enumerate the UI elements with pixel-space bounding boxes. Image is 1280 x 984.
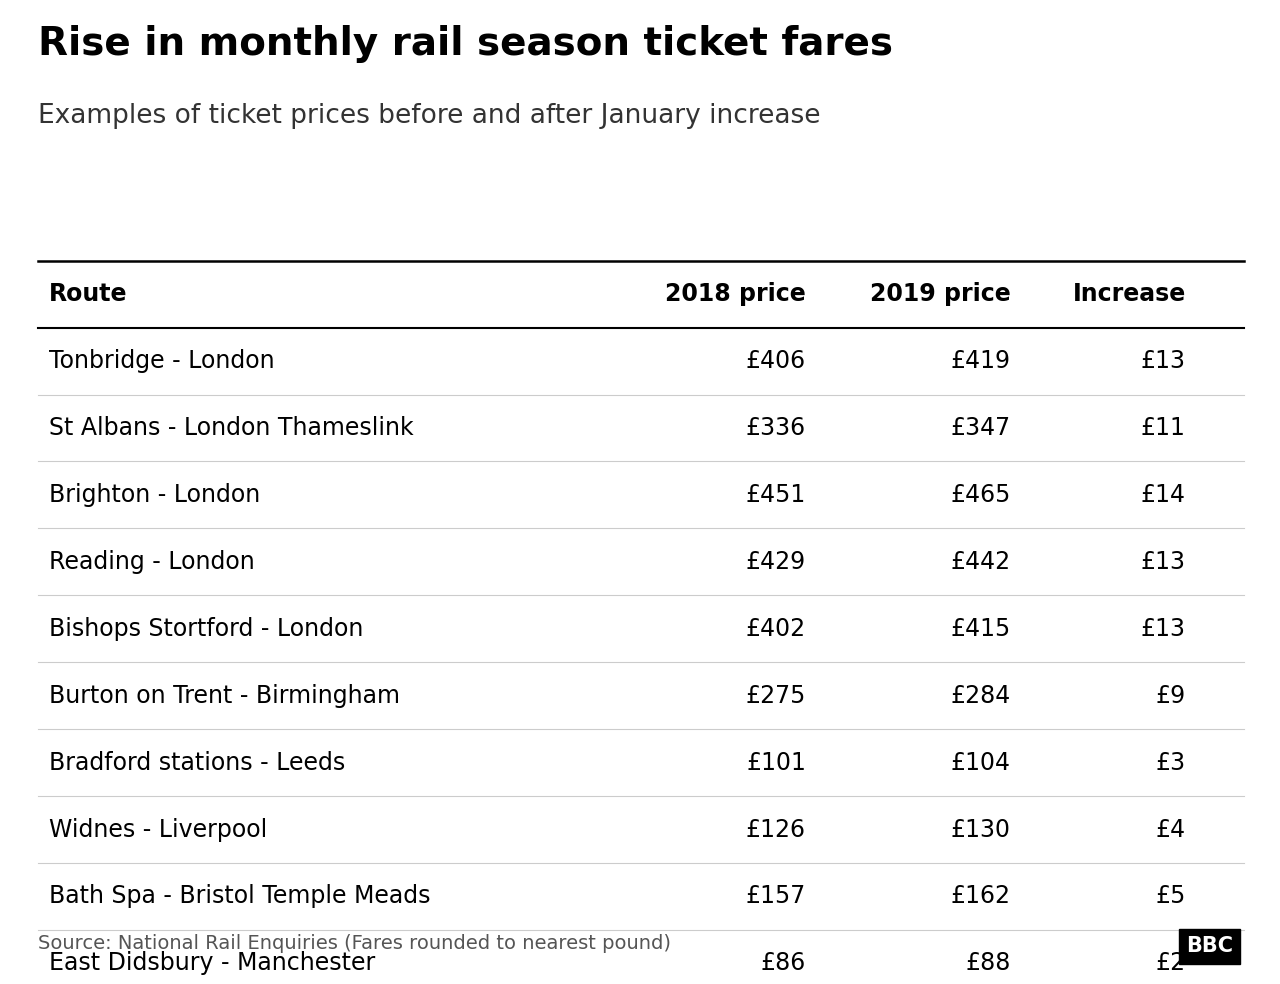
- Text: £402: £402: [746, 617, 806, 641]
- Text: £88: £88: [965, 952, 1011, 975]
- Text: BBC: BBC: [1187, 937, 1233, 956]
- Text: Route: Route: [49, 282, 127, 306]
- Text: £14: £14: [1140, 483, 1185, 507]
- Text: £130: £130: [951, 818, 1011, 841]
- Text: £157: £157: [746, 885, 806, 908]
- Text: £465: £465: [951, 483, 1011, 507]
- Text: £5: £5: [1156, 885, 1185, 908]
- Text: £13: £13: [1140, 349, 1185, 373]
- Text: £451: £451: [746, 483, 806, 507]
- Text: £101: £101: [746, 751, 806, 774]
- Text: Bradford stations - Leeds: Bradford stations - Leeds: [49, 751, 344, 774]
- Text: 2019 price: 2019 price: [870, 282, 1011, 306]
- Text: Bishops Stortford - London: Bishops Stortford - London: [49, 617, 364, 641]
- Text: Brighton - London: Brighton - London: [49, 483, 260, 507]
- Text: £3: £3: [1156, 751, 1185, 774]
- Text: Bath Spa - Bristol Temple Meads: Bath Spa - Bristol Temple Meads: [49, 885, 430, 908]
- Text: £104: £104: [951, 751, 1011, 774]
- Text: £13: £13: [1140, 550, 1185, 574]
- Text: Source: National Rail Enquiries (Fares rounded to nearest pound): Source: National Rail Enquiries (Fares r…: [38, 934, 672, 953]
- Text: Burton on Trent - Birmingham: Burton on Trent - Birmingham: [49, 684, 399, 707]
- Text: Rise in monthly rail season ticket fares: Rise in monthly rail season ticket fares: [38, 25, 893, 63]
- Text: Examples of ticket prices before and after January increase: Examples of ticket prices before and aft…: [38, 103, 820, 129]
- Text: Tonbridge - London: Tonbridge - London: [49, 349, 274, 373]
- Text: £4: £4: [1156, 818, 1185, 841]
- Text: £2: £2: [1156, 952, 1185, 975]
- Text: Increase: Increase: [1073, 282, 1185, 306]
- Text: Reading - London: Reading - London: [49, 550, 255, 574]
- Text: £126: £126: [746, 818, 806, 841]
- Text: £406: £406: [746, 349, 806, 373]
- Text: £275: £275: [745, 684, 806, 707]
- Text: £86: £86: [760, 952, 806, 975]
- Text: £419: £419: [951, 349, 1011, 373]
- Text: £429: £429: [746, 550, 806, 574]
- Text: £9: £9: [1156, 684, 1185, 707]
- Text: East Didsbury - Manchester: East Didsbury - Manchester: [49, 952, 375, 975]
- Text: St Albans - London Thameslink: St Albans - London Thameslink: [49, 416, 413, 440]
- Text: £347: £347: [951, 416, 1011, 440]
- Text: 2018 price: 2018 price: [666, 282, 806, 306]
- Text: £162: £162: [951, 885, 1011, 908]
- Text: £336: £336: [746, 416, 806, 440]
- Text: £415: £415: [951, 617, 1011, 641]
- Text: Widnes - Liverpool: Widnes - Liverpool: [49, 818, 268, 841]
- Text: £442: £442: [951, 550, 1011, 574]
- Text: £284: £284: [951, 684, 1011, 707]
- Text: £11: £11: [1140, 416, 1185, 440]
- Text: £13: £13: [1140, 617, 1185, 641]
